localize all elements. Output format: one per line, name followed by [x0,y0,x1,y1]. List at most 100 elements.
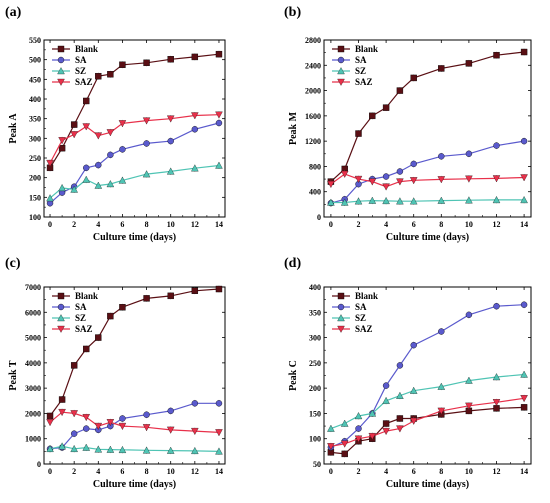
data-point [46,194,54,202]
series-sz [327,196,528,206]
data-point [82,414,90,422]
data-point [215,400,223,407]
y-tick-label: 400 [29,95,41,104]
series-blank [46,50,223,172]
data-point [166,115,175,123]
y-tick-label: 3000 [25,384,41,393]
legend-label: SA [355,302,367,312]
data-point [438,153,445,160]
data-point [167,407,174,415]
series-saz [46,111,223,167]
data-point [82,443,90,451]
data-point [465,60,473,67]
data-point [520,196,528,204]
data-point [46,159,54,167]
data-point [46,419,54,427]
x-tick-label: 2 [72,467,76,476]
data-point [191,287,199,294]
legend-marker [337,45,345,53]
x-tick-label: 8 [145,467,149,476]
data-point [143,295,150,302]
x-tick-label: 6 [120,467,124,476]
series-sz [46,442,223,455]
data-point [167,56,174,63]
series-saz [327,170,528,191]
data-point [438,328,445,335]
x-tick-label: 8 [439,220,443,229]
panel-label: (c) [5,256,21,271]
legend-label: SAZ [355,77,373,87]
legend-marker [337,303,345,311]
y-tick-label: 7000 [25,283,41,292]
chart-panel-4: (d) 50 100 150 200 250 300 350 400 0 2 4 6 8 10 12 14 Cul… [284,256,532,490]
y-tick-label: 250 [309,359,321,368]
data-point [465,311,473,319]
data-point [83,164,90,172]
legend-label: Blank [75,291,98,301]
data-point [119,61,126,68]
x-tick-label: 10 [167,467,175,476]
legend-label: Blank [355,44,378,54]
legend-label: SZ [75,313,86,323]
y-tick-label: 300 [309,334,321,343]
data-point [492,373,501,381]
data-point [438,65,445,72]
data-point [355,130,362,137]
x-tick-label: 8 [439,467,443,476]
y-tick-label: 6000 [25,308,41,317]
y-axis-label: Peak A [8,113,19,144]
data-point [520,48,528,56]
data-point [191,53,199,61]
x-tick-label: 2 [357,220,361,229]
legend-marker [57,325,65,333]
data-point [493,405,500,412]
y-tick-label: 50 [313,460,321,469]
data-point [354,412,363,420]
y-tick-label: 250 [29,154,41,163]
data-point [107,312,114,320]
data-point [58,184,66,192]
data-point [95,334,102,341]
data-point [368,433,377,441]
data-point [382,104,390,111]
legend-label: SA [75,55,87,65]
x-tick-label: 14 [520,467,528,476]
legend-marker [337,314,345,322]
data-point [437,382,446,390]
data-point [396,178,404,186]
legend-marker [337,56,345,64]
data-point [493,303,500,310]
data-point [166,167,175,175]
data-point [368,196,377,204]
data-point [83,97,90,105]
data-point [70,121,78,128]
data-point [410,74,417,82]
data-point [520,174,528,182]
data-point [520,301,528,308]
y-axis-label: Peak M [288,111,299,145]
data-point [58,409,66,416]
x-tick-label: 2 [72,220,76,229]
y-tick-label: 1600 [305,112,321,121]
x-tick-label: 12 [493,467,501,476]
data-point [492,399,501,407]
legend-label: SAZ [75,77,93,87]
y-tick-label: 800 [309,162,321,171]
legend-label: SA [75,302,87,312]
x-tick-label: 10 [465,220,473,229]
legend-marker [337,78,345,86]
y-tick-label: 2400 [305,61,321,70]
chart-panel-3: (c) 0 1000 2000 3000 4000 5000 6000 7000 0 2 4 6 8 10 1… [5,256,226,490]
x-tick-label: 2 [357,467,361,476]
data-point [410,160,417,168]
data-point [396,425,404,433]
data-point [107,71,114,78]
data-point [493,142,500,149]
x-tick-label: 14 [520,220,528,229]
data-point [355,425,362,432]
data-point [118,120,127,128]
